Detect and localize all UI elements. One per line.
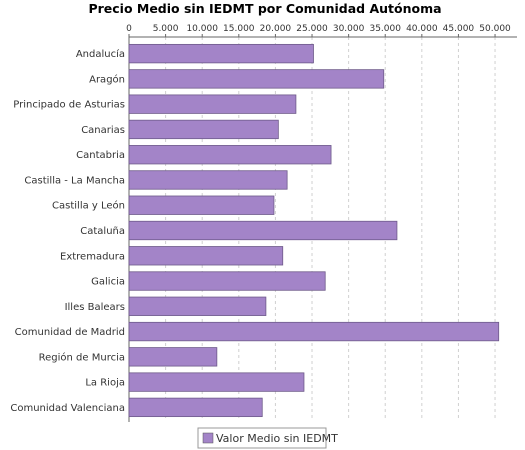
x-tick-label: 50.000 [479,24,511,34]
legend: Valor Medio sin IEDMT [197,427,338,449]
x-tick-label: 40.000 [406,24,438,34]
category-label: Castilla y León [52,200,125,212]
bar [128,145,332,165]
x-tick-label: 15.000 [223,24,255,34]
category-label: Comunidad Valenciana [10,403,125,414]
category-label: Galicia [91,277,125,288]
x-tick-label: 0 [126,24,132,34]
x-tick-label: 30.000 [333,24,365,34]
category-label: La Rioja [85,378,125,389]
chart-title: Precio Medio sin IEDMT por Comunidad Aut… [88,1,441,16]
bar [128,69,385,89]
x-tick-label: 5.000 [153,24,179,34]
bar [128,321,500,342]
bar [128,397,263,418]
x-tick-label: 10.000 [186,24,218,34]
bar [128,372,305,392]
x-tick-label: 45.000 [443,24,475,34]
bar [128,271,326,291]
category-label: Canarias [81,125,125,136]
x-tick-label: 25.000 [296,24,328,34]
bar [128,94,297,114]
x-tick-label: 35.000 [369,24,401,34]
category-label: Cataluña [80,226,125,237]
bar [128,220,398,241]
bar [128,170,288,190]
category-label: Aragón [89,73,125,85]
bars [128,43,500,418]
legend-label: Valor Medio sin IEDMT [216,432,338,445]
bar [128,195,275,215]
category-label: Extremadura [60,251,125,262]
bar [128,119,279,140]
bar [128,246,284,266]
legend-swatch [202,432,214,444]
category-label: Castilla - La Mancha [24,175,125,186]
bar [128,43,314,64]
category-label: Illes Balears [65,302,125,313]
bar [128,347,218,367]
bar [128,296,267,316]
category-label: Región de Murcia [39,351,125,363]
category-label: Cantabria [76,150,125,161]
x-tick-label: 20.000 [260,24,292,34]
category-label: Andalucía [76,48,125,60]
category-label: Principado de Asturias [13,100,125,111]
category-labels: Andalucía Aragón Principado de Asturias Can… [10,48,125,414]
legend-border [197,427,327,449]
category-label: Comunidad de Madrid [15,327,125,338]
